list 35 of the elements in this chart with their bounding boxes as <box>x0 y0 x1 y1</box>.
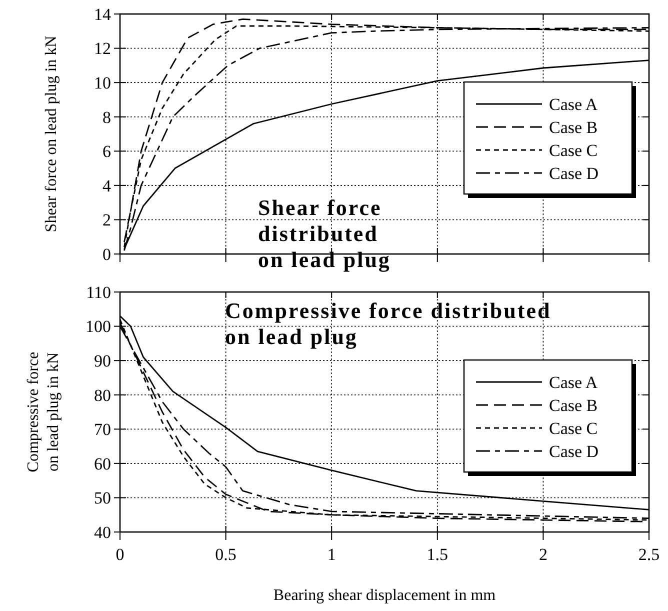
y-axis-title: Shear force on lead plug in kN <box>43 35 60 232</box>
legend-label: Case A <box>549 372 598 392</box>
x-tick-label: 0 <box>116 545 124 564</box>
y-tick-label: 110 <box>86 282 111 302</box>
annotation: Compressive force distributed on lead plug <box>225 298 552 349</box>
y-tick-label: 6 <box>102 142 111 162</box>
legend-label: Case B <box>549 396 598 415</box>
x-tick-label: 0.5 <box>215 545 236 564</box>
x-tick-label: 1 <box>327 545 336 564</box>
y-tick-label: 40 <box>94 522 111 542</box>
x-tick-label: 2.5 <box>638 545 660 564</box>
y-tick-label: 4 <box>102 176 112 196</box>
y-tick-label: 90 <box>94 352 111 371</box>
y-tick-label: 14 <box>94 4 112 24</box>
y-tick-label: 80 <box>94 386 111 405</box>
x-tick-label: 1.5 <box>426 545 448 564</box>
legend-label: Case B <box>549 118 598 137</box>
x-tick-label: 2 <box>538 545 548 564</box>
x-axis-title: Bearing shear displacement in mm <box>273 587 496 604</box>
y-tick-label: 2 <box>102 210 111 230</box>
legend-label: Case D <box>549 164 599 183</box>
y-tick-label: 100 <box>86 317 111 336</box>
y-axis-title: Compressive force on lead plug in kN <box>25 352 62 472</box>
legend-label: Case D <box>549 442 599 461</box>
y-tick-label: 50 <box>94 488 111 508</box>
y-tick-label: 10 <box>94 74 111 93</box>
annotation: Shear force distributed on lead plug <box>258 195 391 272</box>
legend-label: Case C <box>549 140 598 160</box>
y-tick-label: 8 <box>102 108 111 127</box>
y-tick-label: 60 <box>94 454 111 474</box>
y-tick-label: 70 <box>94 420 111 440</box>
legend-label: Case A <box>549 94 598 114</box>
y-tick-label: 0 <box>102 244 111 264</box>
legend-label: Case C <box>549 418 598 438</box>
y-tick-label: 12 <box>94 39 111 58</box>
